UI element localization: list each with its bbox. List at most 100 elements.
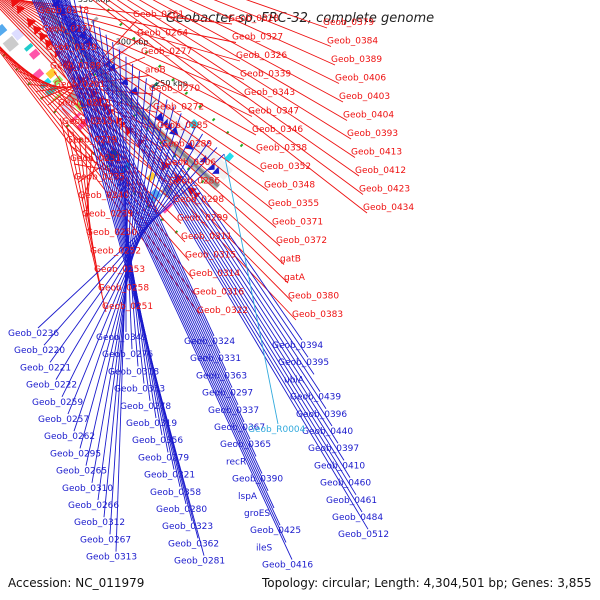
reverse-gene-label: Geob_0278 (120, 402, 171, 412)
forward-gene-label: Geob_0328 (228, 14, 279, 24)
reverse-gene-leader (37, 0, 275, 509)
reverse-gene-label: Geob_0257 (38, 415, 89, 425)
reverse-gene-arrow (164, 122, 172, 130)
reverse-gene-label: Geob_0484 (332, 513, 383, 523)
forward-gene-leader (66, 124, 103, 294)
forward-gene-label: Geob_0252 (90, 247, 141, 257)
reverse-gene-leader (73, 0, 175, 470)
reverse-gene-label: Geob_0318 (108, 367, 159, 377)
forward-gene-leader (0, 46, 186, 243)
reverse-gene-leader (35, 0, 281, 526)
reverse-gene-label: Geob_0439 (290, 393, 341, 403)
forward-gene-leader (69, 145, 118, 178)
forward-gene-label: Geob_0346 (252, 125, 303, 135)
forward-gene-label: Geob_0212 (58, 99, 109, 109)
forward-gene-leader (18, 0, 245, 80)
forward-gene-label: Geob_0298 (173, 195, 224, 205)
reverse-gene-label: Geob_0394 (272, 341, 323, 351)
feature-block (0, 23, 8, 37)
reverse-gene-leader (49, 0, 239, 405)
forward-gene-label: Geob_0240 (78, 191, 129, 201)
feature-block (11, 27, 25, 41)
forward-gene-label: Geob_0306 (165, 158, 216, 168)
forward-gene-label: Geob_0311 (181, 232, 232, 242)
forward-gene-label: Geob_0314 (189, 269, 240, 279)
forward-gene-label: Geob_0277 (141, 47, 192, 57)
forward-gene-label: Geob_0389 (331, 55, 382, 65)
forward-gene-label: Geob_0177 (42, 25, 93, 35)
reverse-gene-label: Geob_0262 (44, 432, 95, 442)
reverse-gene-label: Geob_0279 (138, 453, 189, 463)
label-leader-lines (0, 0, 369, 560)
forward-gene-arrow (174, 174, 184, 184)
forward-gene-label: Geob_0179 (46, 43, 97, 53)
reverse-gene-leader (57, 0, 339, 444)
reverse-gene-label: Geob_0365 (220, 440, 271, 450)
reverse-gene-label: Geob_0440 (302, 427, 353, 437)
forward-gene-label: Geob_0403 (339, 92, 390, 102)
forward-gene-leader (59, 118, 107, 313)
reverse-gene-leader (85, 12, 163, 436)
reverse-gene-label: Geob_0395 (278, 358, 329, 368)
forward-gene-label: Geob_0423 (359, 185, 410, 195)
reverse-gene-label: Geob_0220 (14, 346, 65, 356)
forward-gene-leader (18, 0, 237, 43)
forward-gene-label: Geob_0406 (335, 74, 386, 84)
forward-gene-label: Geob_0404 (343, 111, 394, 121)
forward-gene-label: Geob_0235 (74, 173, 125, 183)
reverse-gene-label: Geob_0323 (162, 522, 213, 532)
reverse-gene-label: Geob_0410 (314, 461, 365, 471)
reverse-gene-label: Geob_0353 (114, 385, 165, 395)
reverse-gene-label: Geob_0397 (308, 444, 359, 454)
reverse-gene-label: Geob_0512 (338, 530, 389, 540)
forward-gene-leader (73, 163, 112, 172)
forward-gene-leader (168, 0, 340, 84)
reverse-gene-leader (31, 0, 293, 560)
scale-tick-label: 350 kbp (78, 0, 111, 4)
reverse-gene-label: Geob_0358 (150, 488, 201, 498)
reverse-gene-label: Geob_0281 (174, 557, 225, 567)
forward-gene-leader (0, 0, 281, 247)
forward-gene-label: Geob_0355 (268, 199, 319, 209)
feature-block (2, 35, 19, 52)
reverse-gene-label: Geob_0266 (68, 501, 119, 511)
reverse-gene-leader (115, 63, 134, 552)
feature-block (28, 48, 41, 60)
forward-gene-label: Geob_0261 (133, 10, 184, 20)
reverse-gene-label: Geob_0267 (80, 535, 131, 545)
forward-gene-leader (92, 0, 368, 214)
reverse-gene-label: Geob_0363 (196, 371, 247, 381)
reverse-gene-label: Geob_0310 (62, 484, 113, 494)
summary-text: Topology: circular; Length: 4,304,501 bp… (261, 576, 592, 590)
reverse-gene-label: Geob_0324 (184, 337, 235, 347)
forward-gene-leader (12, 0, 257, 136)
feature-block (76, 118, 89, 131)
reverse-gene-label: Geob_0390 (232, 475, 283, 485)
reverse-gene-leader (79, 4, 169, 453)
feature-block (115, 43, 127, 56)
reverse-gene-label: groES (244, 509, 270, 519)
forward-gene-label: Geob_0383 (292, 310, 343, 320)
forward-gene-leader (188, 0, 336, 66)
reverse-gene-leader (52, 0, 363, 513)
reverse-gene-leader (47, 0, 245, 423)
forward-gene-leader (12, 0, 233, 25)
forward-gene-label: Geob_0231 (70, 154, 121, 164)
forward-gene-leader (99, 0, 364, 195)
reverse-gene-label: Geob_0321 (144, 471, 195, 481)
footer-mask (490, 566, 530, 576)
forward-gene-label: gatB (280, 255, 301, 265)
feature-block (51, 92, 63, 102)
forward-gene-leader (0, 49, 198, 298)
reverse-gene-label: Geob_0297 (202, 389, 253, 399)
reverse-gene-leader (44, 0, 251, 440)
forward-gene-leader (85, 151, 93, 220)
forward-gene-label: Geob_0239 (82, 210, 133, 220)
reverse-gene-label: Geob_0396 (296, 410, 347, 420)
forward-gene-label: Geob_0338 (256, 144, 307, 154)
reverse-gene-label: Geob_0259 (32, 398, 83, 408)
forward-gene-label: Geob_0201 (54, 80, 105, 90)
forward-gene-leader (107, 0, 360, 177)
feature-block (70, 112, 82, 123)
